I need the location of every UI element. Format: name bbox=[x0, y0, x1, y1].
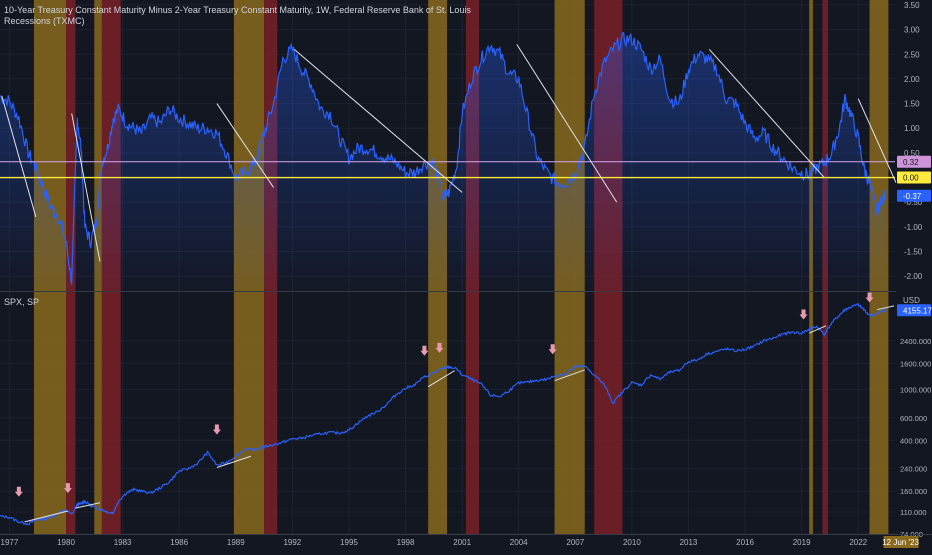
x-tick-label: 1992 bbox=[283, 538, 301, 547]
price-scale-background bbox=[896, 0, 932, 550]
x-tick-label: 2016 bbox=[736, 538, 754, 547]
down-arrow-marker bbox=[63, 483, 72, 494]
y-tick-top: 3.00 bbox=[904, 26, 920, 35]
y-tick-top: -1.00 bbox=[904, 223, 923, 232]
x-tick-label: 2001 bbox=[453, 538, 471, 547]
y-tick-bottom: 600.000 bbox=[900, 414, 927, 423]
top-panel-title: 10-Year Treasury Constant Maturity Minus… bbox=[4, 5, 471, 15]
trend-line-top bbox=[516, 44, 618, 203]
top-panel-indicator: Recessions (TXMC) bbox=[4, 16, 85, 26]
spx-line bbox=[0, 303, 887, 526]
down-arrow-marker bbox=[865, 292, 874, 303]
recession-band-top bbox=[66, 0, 76, 291]
down-arrow-marker bbox=[435, 342, 444, 353]
x-tick-label: 2013 bbox=[680, 538, 698, 547]
recession-band-bottom bbox=[594, 292, 623, 534]
y-axis-unit: USD bbox=[903, 296, 920, 305]
trend-line-top bbox=[708, 48, 825, 178]
down-arrow-marker bbox=[799, 309, 808, 320]
recession-band-bottom bbox=[428, 292, 448, 534]
recession-band-bottom bbox=[809, 292, 813, 534]
trend-arrow-bottom bbox=[876, 305, 895, 311]
badge-current-spx: 4155.171 bbox=[903, 306, 932, 315]
y-tick-bottom: 2400.000 bbox=[900, 337, 931, 346]
x-tick-label: 1995 bbox=[340, 538, 358, 547]
spread-area bbox=[0, 32, 886, 292]
badge-level-032: 0.32 bbox=[903, 158, 919, 167]
badge-current-spread: -0.37 bbox=[903, 192, 922, 201]
down-arrow-marker bbox=[14, 486, 23, 497]
x-tick-label: 2022 bbox=[849, 538, 867, 547]
trend-arrow-bottom bbox=[24, 510, 69, 523]
y-tick-top: 0.50 bbox=[904, 149, 920, 158]
badge-level-032-bg bbox=[897, 155, 931, 168]
y-tick-top: 2.00 bbox=[904, 75, 920, 84]
x-tick-label: 1986 bbox=[170, 538, 188, 547]
trend-line-top bbox=[857, 98, 897, 183]
trend-arrow-bottom bbox=[808, 325, 827, 334]
trend-arrow-bottom bbox=[75, 502, 101, 509]
recession-band-bottom bbox=[33, 292, 67, 534]
recession-band-top bbox=[809, 0, 813, 291]
trend-line-top bbox=[293, 48, 463, 193]
y-tick-bottom: 160.000 bbox=[900, 487, 927, 496]
x-tick-label: 2007 bbox=[566, 538, 584, 547]
x-tick-label: 1983 bbox=[114, 538, 132, 547]
y-tick-top: 1.00 bbox=[904, 124, 920, 133]
trend-arrow-bottom bbox=[216, 455, 252, 468]
recession-band-bottom bbox=[94, 292, 102, 534]
y-tick-top: 1.50 bbox=[904, 100, 920, 109]
down-arrow-marker bbox=[212, 424, 221, 435]
down-arrow-marker bbox=[548, 344, 557, 355]
top-legend: 10-Year Treasury Constant Maturity Minus… bbox=[4, 5, 471, 27]
recession-band-bottom bbox=[465, 292, 480, 534]
recession-band-bottom bbox=[869, 292, 889, 534]
date-badge: 12 Jun '23 bbox=[882, 538, 919, 547]
y-tick-bottom: 1600.000 bbox=[900, 359, 931, 368]
y-tick-bottom: 400.000 bbox=[900, 436, 927, 445]
y-tick-bottom: 1000.000 bbox=[900, 385, 931, 394]
y-tick-top: -1.50 bbox=[904, 248, 923, 257]
recession-band-bottom bbox=[822, 292, 829, 534]
down-arrow-marker bbox=[420, 345, 429, 356]
y-tick-top: -0.50 bbox=[904, 198, 923, 207]
x-tick-label: 1998 bbox=[397, 538, 415, 547]
recession-band-bottom bbox=[233, 292, 265, 534]
bottom-panel-title: SPX, SP bbox=[4, 297, 40, 307]
x-tick-label: 2019 bbox=[793, 538, 811, 547]
x-tick-label: 2010 bbox=[623, 538, 641, 547]
badge-zero: 0.00 bbox=[903, 174, 919, 183]
y-tick-bottom: 110.000 bbox=[900, 508, 927, 517]
recession-band-top bbox=[822, 0, 829, 291]
badge-current-spx-bg bbox=[897, 304, 931, 317]
recession-band-bottom bbox=[101, 292, 121, 534]
trend-arrow-bottom bbox=[554, 369, 585, 382]
recession-band-bottom bbox=[264, 292, 278, 534]
bottom-legend: SPX, SP bbox=[4, 297, 39, 308]
x-tick-label: 2004 bbox=[510, 538, 528, 547]
y-tick-bottom: 240.000 bbox=[900, 465, 927, 474]
x-tick-label: 1980 bbox=[57, 538, 75, 547]
trend-line-top bbox=[71, 113, 101, 262]
badge-current-spread-bg bbox=[897, 189, 931, 202]
trend-line-top bbox=[1, 96, 37, 218]
recession-band-bottom bbox=[66, 292, 76, 534]
recession-band-top bbox=[94, 0, 102, 291]
y-tick-top: -2.00 bbox=[904, 272, 923, 281]
y-tick-top: 3.50 bbox=[904, 1, 920, 10]
trend-line-top bbox=[216, 103, 274, 188]
trend-arrow-bottom bbox=[427, 370, 455, 388]
date-badge-bg bbox=[883, 536, 919, 548]
spread-line bbox=[0, 32, 887, 285]
x-tick-label: 1989 bbox=[227, 538, 245, 547]
badge-zero-bg bbox=[897, 171, 931, 184]
x-tick-label: 1977 bbox=[1, 538, 19, 547]
y-tick-top: 2.50 bbox=[904, 50, 920, 59]
recession-band-bottom bbox=[554, 292, 585, 534]
